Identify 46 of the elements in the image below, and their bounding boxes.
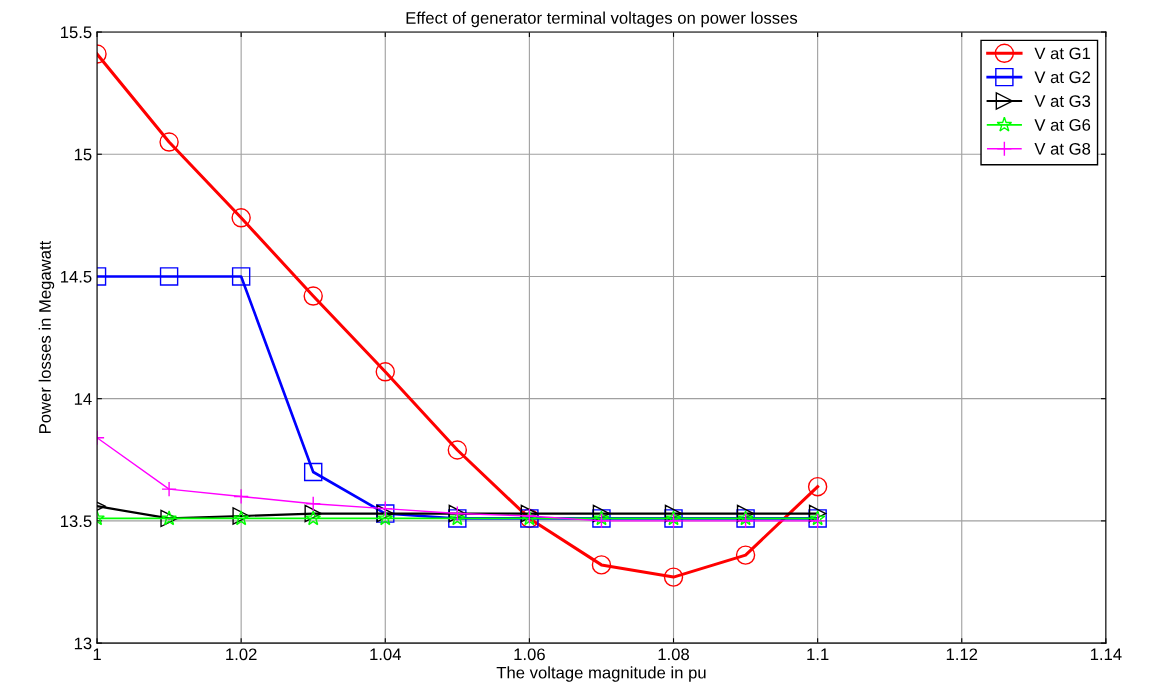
- point: [807, 476, 828, 497]
- point: [303, 462, 323, 482]
- point: [231, 208, 251, 228]
- x-axis-title: The voltage magnitude in pu: [496, 666, 706, 682]
- point: [161, 481, 177, 497]
- point: [231, 267, 251, 286]
- y-tick-label: 15.5: [61, 26, 92, 39]
- legend-label: V at G3: [1034, 95, 1091, 107]
- point: [159, 267, 179, 286]
- point: [447, 440, 468, 460]
- point: [592, 504, 611, 523]
- point: [377, 510, 394, 526]
- x-tick-label: 1.14: [1090, 648, 1122, 661]
- x-tick-label: 1.12: [946, 648, 978, 661]
- point: [304, 504, 322, 523]
- legend-label: V at G8: [1034, 142, 1091, 155]
- point: [520, 504, 539, 523]
- x-tick-label: 1.1: [807, 648, 829, 661]
- point: [663, 567, 684, 587]
- point: [233, 488, 249, 505]
- point: [377, 500, 394, 517]
- y-tick-label: 13: [74, 637, 92, 650]
- chart-title: Effect of generator terminal voltages on power losses: [406, 11, 798, 28]
- x-tick-label: 1.04: [370, 648, 401, 661]
- legend-label: V at G2: [1034, 71, 1091, 84]
- point: [664, 504, 683, 523]
- x-tick-label: 1.06: [514, 648, 545, 661]
- point: [736, 504, 755, 523]
- y-tick-label: 15: [74, 148, 92, 161]
- y-tick-label: 13.5: [61, 515, 92, 528]
- point: [591, 555, 612, 575]
- point: [159, 132, 179, 152]
- point: [375, 362, 395, 382]
- x-tick-label: 1.02: [226, 648, 257, 661]
- point: [735, 545, 756, 565]
- point: [303, 286, 323, 306]
- legend-label: V at G6: [1034, 119, 1091, 131]
- y-tick-label: 14: [74, 393, 92, 405]
- point: [305, 495, 321, 512]
- y-axis-title: Power losses in Megawatt: [38, 240, 55, 433]
- point: [305, 510, 322, 526]
- x-tick-label: 1: [93, 648, 101, 661]
- y-tick-label: 14.5: [61, 271, 92, 283]
- x-tick-label: 1.08: [658, 648, 690, 661]
- point: [808, 504, 827, 523]
- legend-label: V at G1: [1034, 47, 1091, 60]
